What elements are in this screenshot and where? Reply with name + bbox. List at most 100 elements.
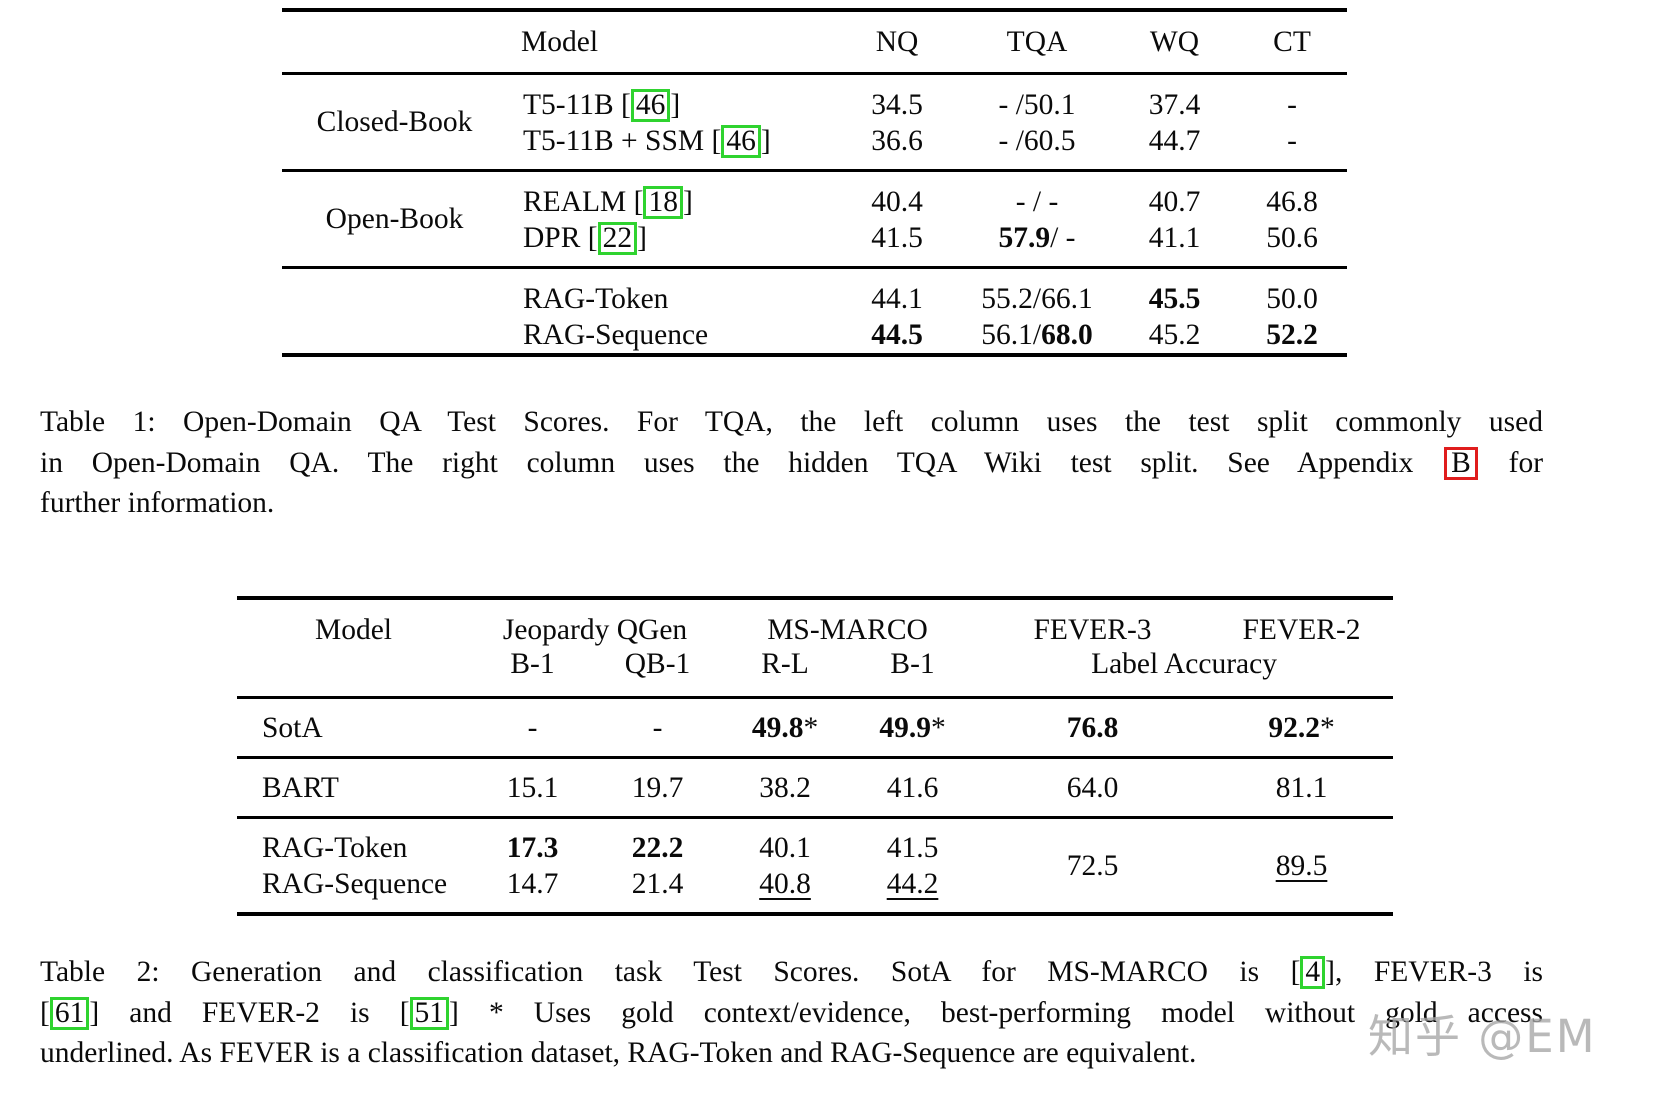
table-row: T5-11B + SSM [46] 36.6 - /60.5 44.7 - (282, 123, 1347, 171)
table-row: DPR [22] 41.5 57.9/ - 41.1 50.6 (282, 220, 1347, 268)
fever2-value: 81.1 (1275, 772, 1328, 804)
header-row: B-1 QB-1 R-L B-1 Label Accuracy (237, 647, 1393, 698)
group-sota: SotA - - 49.8* 49.9* 76.8 92.2* (237, 698, 1393, 758)
ct-value: 52.2 (1266, 319, 1318, 351)
col-header-fever3: FEVER-3 (1033, 614, 1152, 646)
col-header-b1-msmarco: B-1 (890, 648, 935, 680)
model-text: T5-11B [ (523, 89, 631, 121)
tqa-value: 57.9/ - (998, 222, 1076, 254)
caption-line: underlined. As FEVER is a classification… (40, 1037, 1197, 1069)
generation-classification-table: Model Jeopardy QGen MS-MARCO FEVER-3 FEV… (237, 596, 1394, 916)
model-cell: REALM [18] (507, 171, 832, 221)
col-header-fever2: FEVER-2 (1242, 614, 1361, 646)
table1-caption: Table 1: Open-Domain QA Test Scores. For… (40, 402, 1543, 524)
citation-box: 46 (630, 89, 671, 122)
table2-header: Model Jeopardy QGen MS-MARCO FEVER-3 FEV… (237, 598, 1394, 698)
group-closed-book: Closed-Book T5-11B [46] 34.5 - /50.1 37.… (282, 74, 1347, 171)
group-rag: RAG-Token 44.1 55.2/66.1 45.5 50.0 RAG-S… (282, 267, 1347, 356)
ct-value: - (1287, 125, 1297, 157)
group-label: Closed-Book (316, 106, 473, 138)
col-header-b1: B-1 (510, 648, 555, 680)
table-row: RAG-Token 44.1 55.2/66.1 45.5 50.0 (282, 268, 1347, 318)
table-row: Closed-Book T5-11B [46] 34.5 - /50.1 37.… (282, 74, 1347, 138)
b1-msmarco-value: 49.9* (879, 712, 946, 744)
ct-value: 50.6 (1266, 222, 1318, 254)
citation-box: 61 (49, 996, 90, 1030)
rl-value: 40.1 (759, 832, 811, 864)
gold-context-asterisk: * (803, 712, 819, 744)
model-cell: RAG-Sequence (523, 319, 709, 351)
fever2-value: 92.2* (1268, 712, 1335, 744)
nq-value: 41.5 (871, 222, 923, 254)
tqa-value: 56.1/68.0 (981, 319, 1093, 351)
caption-line: [61] and FEVER-2 is [51] * Uses gold con… (40, 996, 1544, 1030)
citation-box: 51 (409, 996, 450, 1030)
tqa-value: - /50.1 (998, 89, 1076, 121)
qb1-value: 21.4 (631, 868, 684, 900)
fever3-value: 76.8 (1066, 712, 1119, 744)
table-1: Model NQ TQA WQ CT Closed-Book T5-11B [4… (282, 8, 1347, 357)
nq-value: 44.5 (871, 319, 923, 351)
table-2: Model Jeopardy QGen MS-MARCO FEVER-3 FEV… (237, 596, 1394, 916)
fever3-value: 64.0 (1066, 772, 1119, 804)
ct-value: 46.8 (1266, 186, 1318, 218)
rl-value: 40.8 (759, 868, 811, 900)
wq-value: 45.2 (1148, 319, 1201, 351)
model-cell: T5-11B + SSM [46] (507, 123, 832, 171)
appendix-ref-box: B (1444, 446, 1478, 480)
col-header-rl: R-L (761, 648, 809, 680)
qb1-value: 19.7 (631, 772, 684, 804)
col-header-model: Model (521, 25, 599, 58)
model-cell: T5-11B [46] (507, 74, 832, 124)
nq-value: 40.4 (871, 186, 923, 218)
model-text: T5-11B + SSM [ (523, 125, 722, 157)
table2-caption: Table 2: Generation and classification t… (40, 952, 1543, 1074)
table-row: RAG-Sequence 14.7 21.4 40.8 44.2 (237, 866, 1393, 914)
citation-box: 4 (1300, 956, 1326, 989)
col-header-model: Model (314, 614, 393, 646)
model-cell: SotA (262, 712, 323, 744)
header-row: Model Jeopardy QGen MS-MARCO FEVER-3 FEV… (237, 598, 1393, 647)
b1-msmarco-value: 44.2 (886, 868, 939, 900)
b1-value: 15.1 (506, 772, 559, 804)
group-open-book: Open-Book REALM [18] 40.4 - / - 40.7 46.… (282, 170, 1347, 268)
group-rag: RAG-Token 17.3 22.2 40.1 41.5 72.5 89.5 … (237, 817, 1394, 915)
fever3-shared-value: 72.5 (1066, 849, 1119, 882)
model-cell: RAG-Sequence (262, 868, 448, 900)
model-cell: BART (262, 772, 339, 804)
nq-value: 34.5 (871, 89, 923, 121)
rl-value: 49.8* (751, 712, 819, 744)
open-domain-qa-table: Model NQ TQA WQ CT Closed-Book T5-11B [4… (282, 8, 1347, 357)
model-text: ] (682, 186, 693, 218)
qb1-value: 22.2 (631, 832, 684, 864)
citation-box: 18 (643, 186, 683, 219)
citation-box: 46 (721, 125, 761, 158)
group-bart: BART 15.1 19.7 38.2 41.6 64.0 81.1 (237, 757, 1394, 818)
model-cell: DPR [22] (507, 220, 832, 268)
gold-context-asterisk: * (930, 712, 946, 744)
header-spacer (282, 10, 507, 74)
tqa-value: 55.2/66.1 (981, 283, 1093, 315)
model-text: REALM [ (523, 186, 644, 218)
wq-value: 45.5 (1148, 283, 1201, 315)
header-row: Model NQ TQA WQ CT (282, 10, 1347, 74)
col-header-ct: CT (1273, 25, 1311, 58)
table-row: Open-Book REALM [18] 40.4 - / - 40.7 46.… (282, 171, 1347, 235)
b1-value: 17.3 (506, 832, 559, 864)
col-header-nq: NQ (875, 25, 919, 58)
col-header-jeopardy-qgen: Jeopardy QGen (502, 614, 688, 646)
nq-value: 36.6 (871, 125, 923, 157)
b1-value: 14.7 (506, 868, 559, 900)
caption-line: Table 2: Generation and classification t… (40, 956, 1544, 989)
tqa-value: - /60.5 (998, 125, 1076, 157)
group-label: Open-Book (325, 203, 464, 235)
citation-box: 22 (597, 222, 638, 255)
rl-value: 38.2 (759, 772, 811, 804)
table-row: SotA - - 49.8* 49.9* 76.8 92.2* (237, 698, 1393, 758)
wq-value: 37.4 (1148, 89, 1201, 121)
table-row: RAG-Sequence 44.5 56.1/68.0 45.2 52.2 (282, 317, 1347, 355)
model-cell: RAG-Token (262, 832, 408, 864)
wq-value: 44.7 (1148, 125, 1201, 157)
fever2-shared-value: 89.5 (1275, 849, 1328, 882)
